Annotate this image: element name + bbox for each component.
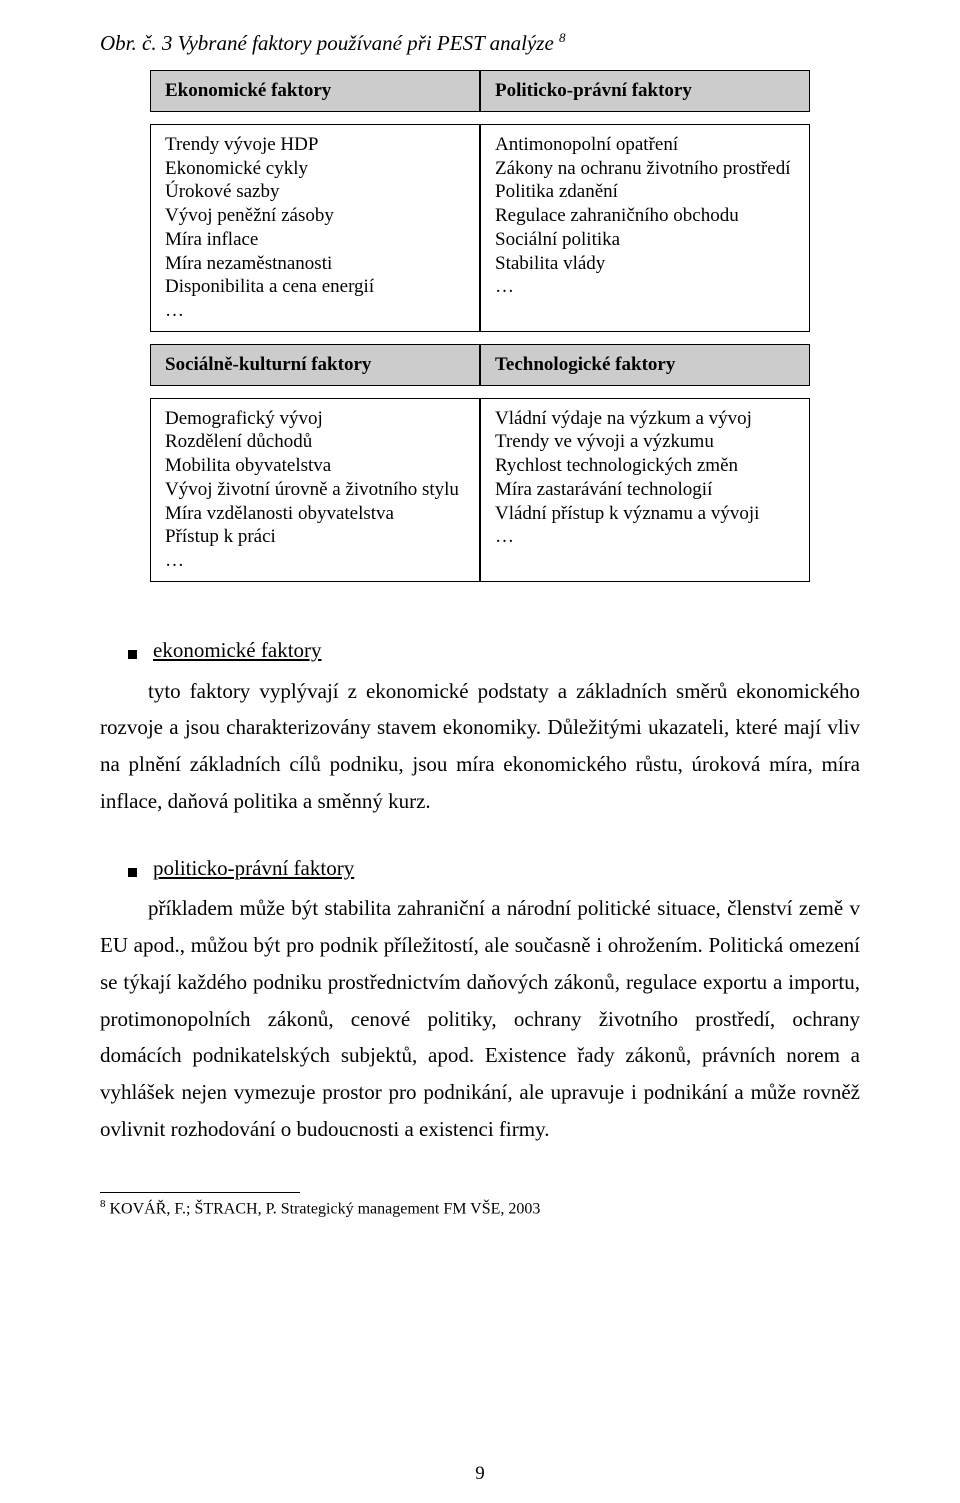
section-economic: ekonomické faktory tyto faktory vyplývaj… — [100, 632, 860, 820]
body-text: ekonomické faktory tyto faktory vyplývaj… — [100, 632, 860, 1148]
bullet-line: ekonomické faktory — [128, 632, 860, 669]
section-label: politicko-právní faktory — [153, 850, 354, 887]
pest-table: Ekonomické faktory Politicko-právní fakt… — [150, 70, 810, 582]
cell-technological-items: Vládní výdaje na výzkum a vývoj Trendy v… — [480, 398, 810, 582]
page-number: 9 — [0, 1463, 960, 1485]
cell-social-items: Demografický vývoj Rozdělení důchodů Mob… — [150, 398, 480, 582]
header-economic: Ekonomické faktory — [150, 70, 480, 112]
footnote: 8 KOVÁŘ, F.; ŠTRACH, P. Strategický mana… — [100, 1197, 860, 1220]
footnote-text: KOVÁŘ, F.; ŠTRACH, P. Strategický manage… — [106, 1200, 541, 1217]
table-body-row-1: Trendy vývoje HDP Ekonomické cykly Úroko… — [150, 124, 810, 332]
table-body-row-2: Demografický vývoj Rozdělení důchodů Mob… — [150, 398, 810, 582]
page: Obr. č. 3 Vybrané faktory používané při … — [0, 0, 960, 1503]
table-header-row-2: Sociálně-kulturní faktory Technologické … — [150, 344, 810, 386]
section-paragraph: příkladem může být stabilita zahraniční … — [100, 890, 860, 1147]
table-header-row-1: Ekonomické faktory Politicko-právní fakt… — [150, 70, 810, 112]
cell-political-items: Antimonopolní opatření Zákony na ochranu… — [480, 124, 810, 332]
figure-caption: Obr. č. 3 Vybrané faktory používané při … — [100, 30, 860, 56]
footnote-rule — [100, 1192, 300, 1193]
section-label: ekonomické faktory — [153, 632, 322, 669]
square-bullet-icon — [128, 650, 137, 659]
caption-text: Obr. č. 3 Vybrané faktory používané při … — [100, 31, 559, 55]
section-political: politicko-právní faktory příkladem může … — [100, 850, 860, 1148]
header-political: Politicko-právní faktory — [480, 70, 810, 112]
square-bullet-icon — [128, 868, 137, 877]
section-paragraph: tyto faktory vyplývají z ekonomické pods… — [100, 673, 860, 820]
header-technological: Technologické faktory — [480, 344, 810, 386]
bullet-line: politicko-právní faktory — [128, 850, 860, 887]
header-social: Sociálně-kulturní faktory — [150, 344, 480, 386]
cell-economic-items: Trendy vývoje HDP Ekonomické cykly Úroko… — [150, 124, 480, 332]
caption-footnote-ref: 8 — [559, 30, 566, 45]
